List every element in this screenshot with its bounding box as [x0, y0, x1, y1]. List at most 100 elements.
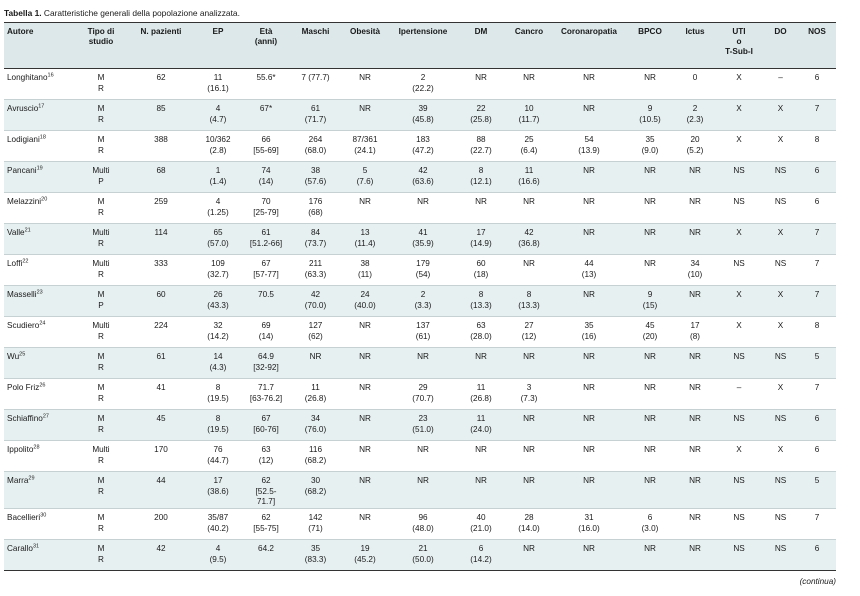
hypertension-cell-line: 179: [416, 259, 430, 268]
column-header: Ipertensione: [389, 22, 457, 69]
ep-cell-line: 8: [215, 414, 221, 423]
age-cell-line: 62: [261, 476, 271, 485]
dm-cell: 8 (13.3): [457, 285, 505, 317]
author-reference: 25: [19, 351, 26, 358]
column-header: NOS: [798, 22, 836, 69]
column-header-text: (anni): [254, 37, 278, 46]
obesity-cell-line: 13: [360, 228, 370, 237]
coronary-cell-line: NR: [583, 197, 595, 206]
do-cell: NS: [763, 254, 798, 286]
study-type-cell-line: Multi: [92, 445, 110, 454]
column-header-text: EP: [212, 27, 224, 36]
ep-cell-line: (19.5): [207, 393, 229, 403]
obesity-cell: NR: [341, 192, 389, 224]
author-cell: Lodigiani18: [4, 130, 74, 162]
cancer-cell-line: (7.3): [520, 393, 538, 403]
hypertension-cell: 179 (54): [389, 254, 457, 286]
ep-cell-line: 65: [213, 228, 223, 237]
cancer-cell-line: (12): [521, 331, 537, 341]
author-cell: Marra29: [4, 471, 74, 509]
age-cell: 63 (12): [242, 440, 290, 472]
cancer-cell-line: 3: [526, 383, 532, 392]
ep-cell: 10/362 (2.8): [194, 130, 242, 162]
coronary-cell-line: 31: [584, 513, 594, 522]
stroke-cell-line: 17: [690, 321, 700, 330]
males-cell-line: 7 (77.7): [301, 73, 330, 82]
obesity-cell: NR: [341, 508, 389, 540]
author-reference: 20: [41, 196, 48, 203]
hypertension-cell: NR: [389, 192, 457, 224]
study-type-cell-line: M: [97, 352, 105, 361]
dm-cell: 88 (22.7): [457, 130, 505, 162]
do-cell: NS: [763, 471, 798, 509]
ep-cell: 109 (32.7): [194, 254, 242, 286]
stroke-cell-line: 0: [692, 73, 698, 82]
author-reference: 19: [36, 165, 43, 172]
obesity-cell-line: NR: [359, 73, 371, 82]
table-row: Melazzini20 M R 259 4 (1.25) 70 [25-79] 176 (68) N…: [4, 192, 836, 224]
do-cell: NS: [763, 347, 798, 379]
obesity-cell: 13 (11.4): [341, 223, 389, 255]
age-cell-line: 74: [261, 166, 271, 175]
column-header-text: Cancro: [514, 27, 544, 36]
coronary-cell-line: NR: [583, 352, 595, 361]
age-cell: 67*: [242, 99, 290, 131]
study-type-cell-line: Multi: [92, 166, 110, 175]
males-cell: 211 (63.3): [290, 254, 341, 286]
column-header: DM: [457, 22, 505, 69]
cancer-cell: NR: [505, 254, 553, 286]
author-cell: Longhitano16: [4, 68, 74, 100]
males-cell: 142 (71): [290, 508, 341, 540]
nos-cell: 6: [798, 539, 836, 571]
dm-cell: 8 (12.1): [457, 161, 505, 193]
bpco-cell-line: (15): [642, 300, 658, 310]
age-cell-line: (14): [258, 176, 274, 186]
patients-cell: 114: [128, 223, 194, 255]
author-name: Loffi: [7, 259, 23, 268]
patients-cell: 61: [128, 347, 194, 379]
dm-cell-line: NR: [475, 476, 487, 485]
males-cell: 38 (57.6): [290, 161, 341, 193]
cancer-cell: 42 (36.8): [505, 223, 553, 255]
dm-cell: 63 (28.0): [457, 316, 505, 348]
dm-cell-line: (25.8): [470, 114, 492, 124]
dm-cell: 17 (14.9): [457, 223, 505, 255]
hypertension-cell-line: (50.0): [412, 554, 434, 564]
uti-cell: NS: [715, 471, 763, 509]
hypertension-cell-line: (48.0): [412, 523, 434, 533]
table-row: Polo Friz26 M R 41 8 (19.5) 71.7 [63-76.2] 11 (26…: [4, 378, 836, 410]
table-row: Loffi22 Multi R 333 109 (32.7) 67 [57-77] 211 (63…: [4, 254, 836, 286]
bpco-cell: NR: [625, 254, 675, 286]
column-header-text: Maschi: [301, 27, 330, 36]
dm-cell-line: 6: [478, 544, 484, 553]
ep-cell-line: 26: [213, 290, 223, 299]
age-cell-line: 63: [261, 445, 271, 454]
cancer-cell-line: 8: [526, 290, 532, 299]
coronary-cell-line: NR: [583, 476, 595, 485]
study-type-cell-line: M: [97, 135, 105, 144]
males-cell-line: 84: [310, 228, 321, 237]
dm-cell-line: 11: [476, 414, 486, 423]
hypertension-cell: 137 (61): [389, 316, 457, 348]
hypertension-cell-line: 96: [418, 513, 428, 522]
uti-cell: NS: [715, 192, 763, 224]
stroke-cell: 0: [675, 68, 715, 100]
do-cell: X: [763, 316, 798, 348]
study-type-cell-line: R: [98, 455, 104, 465]
bpco-cell-line: NR: [644, 352, 656, 361]
hypertension-cell-line: (63.6): [412, 176, 434, 186]
obesity-cell-line: (40.0): [354, 300, 376, 310]
males-cell-line: (63.3): [304, 269, 327, 279]
ep-cell: 76 (44.7): [194, 440, 242, 472]
study-type-cell-line: M: [97, 104, 105, 113]
age-cell: 66 [55-69]: [242, 130, 290, 162]
study-type-cell-line: Multi: [92, 228, 110, 237]
age-cell-line: [57-77]: [253, 269, 279, 279]
hypertension-cell-line: NR: [417, 445, 429, 454]
coronary-cell: NR: [553, 223, 625, 255]
table-header: Autore Tipo di studio N. pazienti EP Età (anni…: [4, 22, 836, 69]
column-header: BPCO: [625, 22, 675, 69]
bpco-cell-line: (9.0): [641, 145, 659, 155]
